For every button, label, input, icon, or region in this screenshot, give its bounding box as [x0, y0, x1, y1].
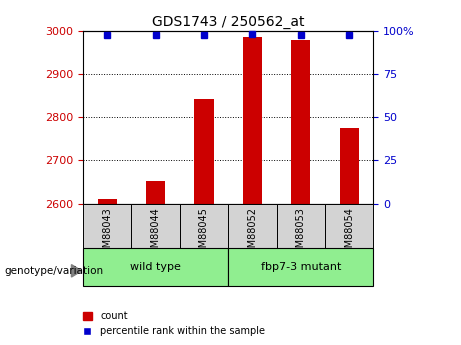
Text: GSM88043: GSM88043 [102, 207, 112, 260]
Bar [228, 248, 373, 286]
Text: GSM88044: GSM88044 [151, 207, 160, 260]
Bar [277, 204, 325, 248]
Bar [228, 204, 277, 248]
Bar [83, 204, 131, 248]
Bar [195, 99, 214, 204]
Bar [325, 204, 373, 248]
Text: GSM88054: GSM88054 [344, 207, 354, 260]
Bar [97, 199, 117, 204]
Text: GSM88053: GSM88053 [296, 207, 306, 260]
Text: GSM88045: GSM88045 [199, 207, 209, 260]
Legend: count, percentile rank within the sample: count, percentile rank within the sample [79, 307, 269, 340]
Title: GDS1743 / 250562_at: GDS1743 / 250562_at [152, 14, 304, 29]
Text: GSM88052: GSM88052 [248, 207, 257, 260]
Text: fbp7-3 mutant: fbp7-3 mutant [260, 263, 341, 272]
Bar [291, 40, 311, 204]
Bar [146, 181, 165, 204]
Bar [339, 128, 359, 204]
Text: wild type: wild type [130, 263, 181, 272]
Bar [131, 204, 180, 248]
Bar [242, 37, 262, 204]
Polygon shape [71, 265, 82, 277]
Text: genotype/variation: genotype/variation [5, 266, 104, 276]
Bar [83, 248, 228, 286]
Bar [180, 204, 228, 248]
